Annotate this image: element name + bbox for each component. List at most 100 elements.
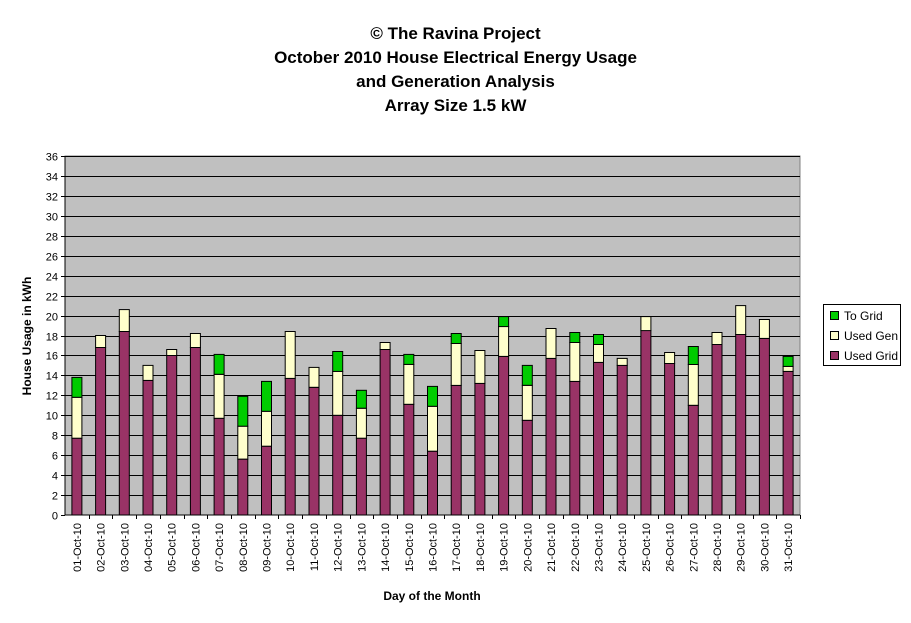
y-tick-label: 32 (46, 192, 58, 204)
x-tick-label: 20-Oct-10 (522, 523, 534, 572)
legend-item-to-grid: To Grid (830, 308, 883, 324)
bar-used-grid (308, 386, 320, 516)
bar-used-gen (687, 363, 699, 406)
x-tick-label: 22-Oct-10 (570, 523, 582, 572)
x-tick-label: 21-Oct-10 (546, 523, 558, 572)
bar-used-gen (593, 344, 604, 363)
bar-used-gen (545, 328, 557, 359)
legend-label-used-grid: Used Grid (844, 349, 899, 363)
bar-used-grid (403, 403, 415, 516)
bar-used-gen (284, 331, 296, 379)
x-tick-label: 19-Oct-10 (499, 523, 511, 572)
bar-used-gen (450, 343, 462, 386)
bar-used-grid (284, 377, 296, 516)
bar-used-grid (758, 338, 770, 516)
bar-used-gen (95, 335, 107, 348)
legend-swatch-to-grid (830, 311, 839, 321)
x-tick-label: 18-Oct-10 (475, 523, 487, 572)
bar-used-gen (308, 366, 320, 388)
y-tick-label: 0 (52, 511, 58, 523)
x-tick-label: 25-Oct-10 (641, 523, 653, 572)
x-tick-label: 02-Oct-10 (96, 523, 108, 572)
bar-used-grid (355, 437, 367, 516)
x-tick-label: 28-Oct-10 (712, 523, 724, 572)
x-tick-label: 16-Oct-10 (428, 523, 440, 572)
legend-swatch-used-gen (830, 331, 839, 341)
bar-to-grid (782, 355, 794, 367)
legend-swatch-used-grid (830, 351, 839, 361)
bar-used-grid (569, 380, 581, 516)
bar-used-gen (71, 396, 83, 439)
x-tick-label: 15-Oct-10 (404, 523, 416, 572)
bar-used-gen (237, 425, 249, 460)
title-line-4: Array Size 1.5 kW (384, 96, 527, 115)
bar-used-gen (213, 373, 225, 419)
bar-used-gen (640, 316, 652, 332)
bars (71, 305, 794, 516)
bar-used-grid (142, 379, 154, 516)
bar-to-grid (213, 353, 225, 375)
legend-label-used-gen: Used Gen (844, 329, 899, 343)
x-tick-label: 03-Oct-10 (119, 523, 131, 572)
x-tick-label: 31-Oct-10 (783, 523, 795, 572)
bar-used-grid (782, 370, 794, 516)
y-tick-label: 20 (46, 312, 58, 324)
x-tick-label: 24-Oct-10 (617, 523, 629, 572)
bar-used-grid (71, 437, 83, 516)
bar-used-grid (593, 361, 604, 516)
x-tick-label: 17-Oct-10 (451, 523, 463, 572)
bar-used-grid (95, 347, 107, 516)
bar-used-grid (332, 414, 344, 516)
bar-used-gen (166, 349, 178, 356)
bar-to-grid (450, 333, 462, 344)
x-tick-label: 08-Oct-10 (238, 523, 250, 572)
bar-used-gen (427, 405, 438, 452)
bar-used-gen (758, 319, 770, 339)
bar-used-gen (474, 350, 486, 384)
y-tick-label: 10 (46, 411, 58, 423)
bar-used-gen (261, 410, 272, 447)
bar-used-grid (474, 382, 486, 516)
legend-item-used-grid: Used Grid (830, 348, 898, 364)
x-tick-label: 12-Oct-10 (333, 523, 345, 572)
bar-used-grid (166, 354, 178, 516)
y-tick-label: 22 (46, 292, 58, 304)
bar-used-gen (782, 365, 794, 372)
title-line-2: October 2010 House Electrical Energy Usa… (274, 48, 637, 67)
y-tick-label: 14 (46, 371, 58, 383)
y-tick-label: 30 (46, 212, 58, 224)
bar-used-grid (213, 417, 225, 516)
y-tick-label: 16 (46, 351, 58, 363)
legend: To Grid Used Gen Used Grid (823, 304, 901, 366)
x-axis-title: Day of the Month (383, 589, 480, 603)
bar-used-grid (427, 450, 438, 516)
y-axis-title: House Usage in kWh (20, 277, 34, 396)
bar-used-gen (616, 357, 628, 366)
bar-to-grid (593, 334, 604, 345)
bar-used-gen (569, 342, 581, 382)
x-tick-label: 04-Oct-10 (143, 523, 155, 572)
y-tick-label: 26 (46, 252, 58, 264)
bar-used-gen (332, 370, 344, 416)
y-tick-label: 24 (46, 272, 58, 284)
x-tick-label: 23-Oct-10 (594, 523, 606, 572)
x-tick-label: 05-Oct-10 (167, 523, 179, 572)
bar-to-grid (355, 389, 367, 409)
y-tick-label: 12 (46, 391, 58, 403)
x-tick-label: 11-Oct-10 (309, 523, 321, 571)
bar-used-grid (118, 331, 130, 516)
bar-to-grid (498, 316, 510, 328)
bar-used-gen (355, 407, 367, 439)
y-tick-label: 18 (46, 332, 58, 344)
bar-used-gen (403, 363, 415, 405)
bar-used-grid (450, 384, 462, 516)
bar-used-grid (616, 364, 628, 516)
x-tick-label: 29-Oct-10 (736, 523, 748, 572)
bar-used-grid (640, 330, 652, 516)
bar-to-grid (687, 346, 699, 365)
bar-to-grid (237, 395, 249, 427)
bar-used-grid (261, 445, 272, 516)
x-tick-label: 07-Oct-10 (214, 523, 226, 572)
bar-used-grid (498, 355, 510, 516)
